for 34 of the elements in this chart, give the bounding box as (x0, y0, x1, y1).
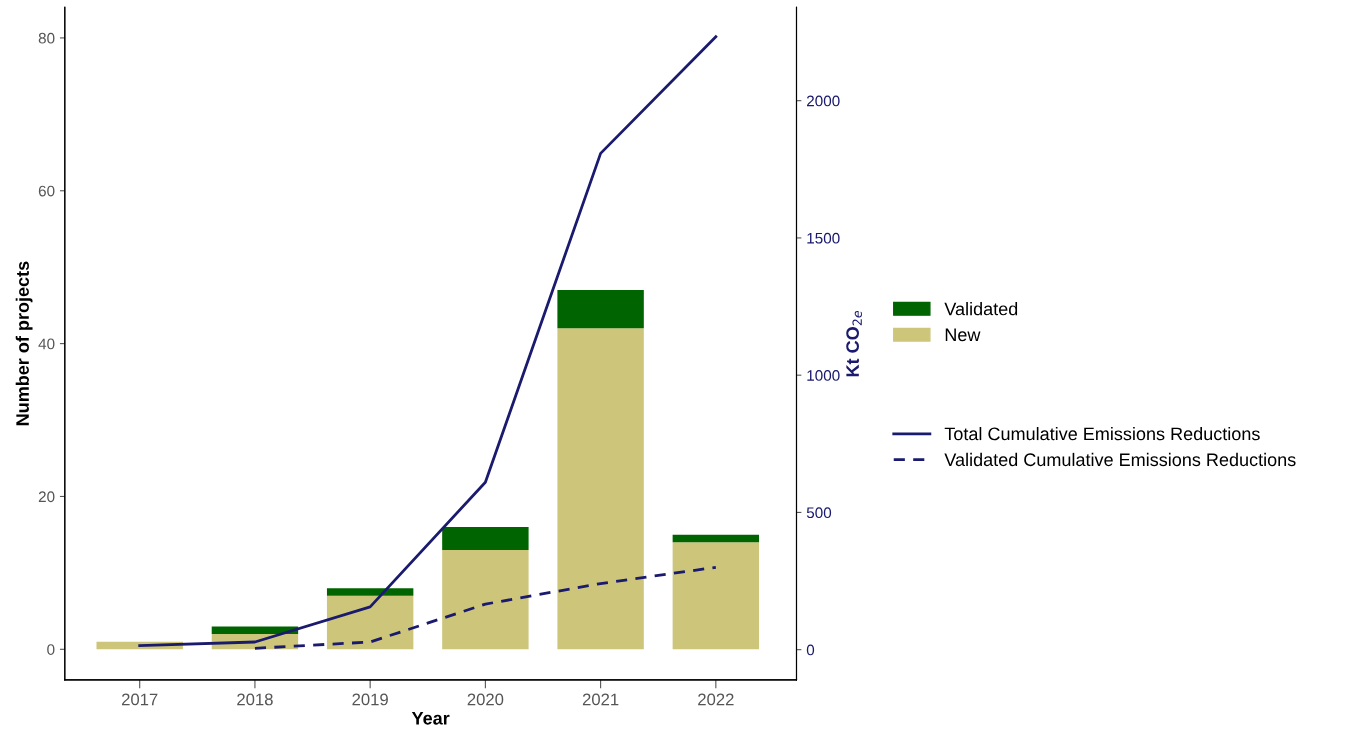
x-axis-title: Year (411, 712, 450, 725)
x-tick-label: 2020 (467, 693, 504, 706)
y2-tick-label: 1000 (807, 370, 840, 381)
y-tick-label: 40 (38, 338, 55, 350)
legend-label: New (945, 328, 981, 342)
line-series (138, 35, 718, 647)
bar (672, 534, 760, 543)
x-tick-label: 2017 (122, 693, 158, 706)
legend-label: Validated (944, 302, 1018, 316)
bar (211, 626, 299, 635)
bar (326, 588, 414, 596)
x-tick-label: 2022 (698, 693, 734, 706)
bar (442, 527, 529, 550)
y2-axis-title: Kt CO$_{2e}$ (846, 310, 862, 377)
x-tick-label: 2019 (352, 693, 388, 706)
y2-tick-label: 500 (806, 507, 832, 519)
y2-tick-label: 2000 (806, 95, 840, 107)
y-axis-title: Number of projects (15, 261, 33, 426)
bar (557, 328, 644, 650)
bar (557, 290, 644, 329)
y2-tick-label: 1500 (807, 232, 840, 244)
y2-tick-label: 0 (806, 644, 815, 656)
y-tick-label: 0 (47, 644, 55, 655)
bar (326, 595, 414, 650)
legend-label: Total Cumulative Emissions Reductions (944, 427, 1260, 441)
x-tick-label: 2021 (582, 693, 619, 706)
y-tick-label: 80 (38, 32, 55, 44)
bar (672, 542, 760, 650)
y-tick-label: 60 (38, 185, 55, 197)
y-tick-label: 20 (38, 491, 55, 503)
legend-label: Validated Cumulative Emissions Reductions (944, 452, 1296, 467)
line-series (253, 565, 718, 650)
x-tick-label: 2018 (237, 693, 273, 706)
bar (442, 549, 529, 650)
